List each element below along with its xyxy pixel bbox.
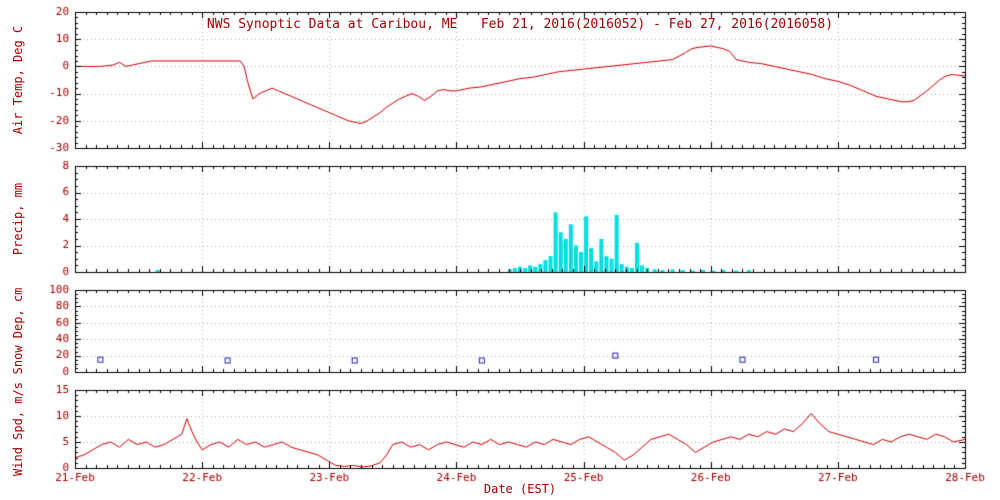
y-axis-label-precip: Precip, mm [11,182,25,256]
y-axis-label-wind-spd: Wind Spd, m/s [11,382,25,476]
x-axis-label: Date (EST) [483,482,557,496]
chart-title: NWS Synoptic Data at Caribou, ME Feb 21,… [206,17,834,32]
y-axis-label-snow-dep: Snow Dep, cm [11,287,25,375]
y-axis-label-air-temp: Air Temp, Deg C [11,25,25,135]
